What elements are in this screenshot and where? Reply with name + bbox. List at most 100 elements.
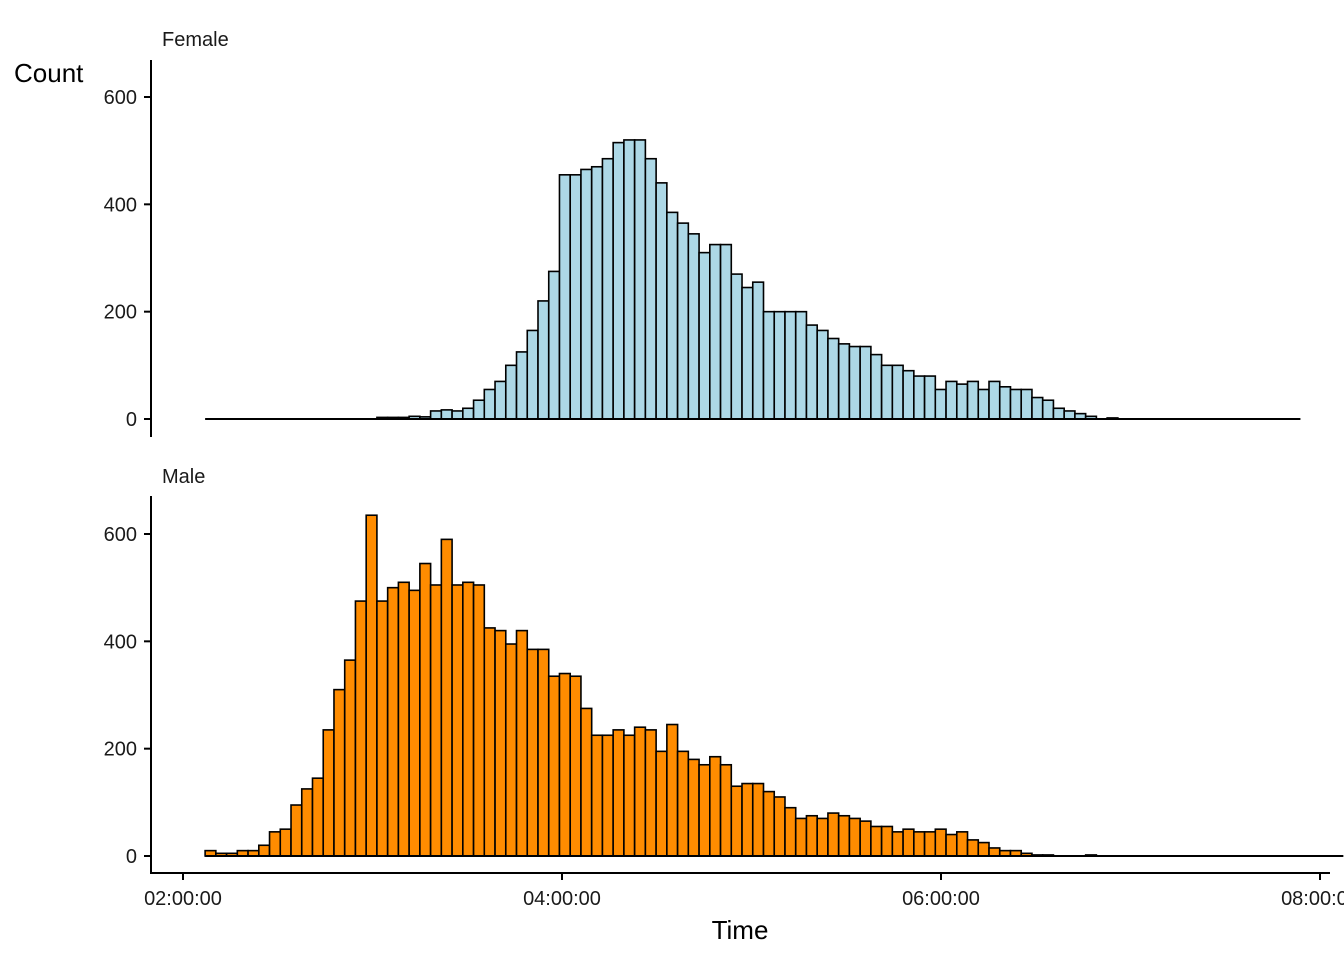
female-y-ticks: 0 200 400 600 (104, 87, 151, 431)
female-bar-70 (955, 383, 969, 420)
female-bar-77 (1031, 396, 1044, 420)
male-bar-65 (902, 828, 915, 857)
x-ticks: 02:00:00 04:00:00 06:00:00 08:00:00 (144, 873, 1344, 910)
male-bar-15 (365, 514, 378, 857)
female-bar-75 (1009, 388, 1023, 420)
female-y-tick-label-400: 400 (104, 194, 137, 216)
x-tick-label-2: 06:00:00 (902, 888, 980, 910)
female-bar-73 (988, 380, 1001, 420)
male-bar-27 (494, 629, 507, 857)
female-y-tick-label-0: 0 (126, 409, 137, 431)
male-bar-46 (698, 763, 711, 857)
male-bar-7 (279, 828, 292, 857)
female-bars (376, 139, 1119, 420)
male-bar-70 (955, 831, 969, 857)
male-bar-68 (934, 828, 947, 857)
male-bar-16 (376, 600, 389, 857)
male-bar-38 (612, 729, 625, 857)
male-bar-47 (709, 755, 722, 857)
female-y-tick-label-200: 200 (104, 302, 137, 324)
female-bar-51 (751, 281, 765, 420)
male-bar-66 (913, 831, 926, 857)
female-bar-33 (558, 174, 572, 420)
panel-female: Female 0 200 400 600 (104, 29, 1301, 437)
male-bar-30 (526, 648, 539, 857)
x-tick-label-3: 08:00:00 (1281, 888, 1344, 910)
male-bar-57 (816, 817, 829, 857)
female-bar-49 (730, 273, 743, 420)
male-bar-26 (483, 627, 496, 857)
female-y-tick-label-600: 600 (104, 87, 137, 109)
female-bar-54 (784, 310, 797, 420)
male-bar-64 (891, 831, 904, 857)
male-bar-10 (311, 777, 325, 857)
female-bar-48 (719, 243, 733, 420)
female-bar-44 (676, 222, 690, 420)
female-bar-39 (623, 139, 636, 420)
male-bar-51 (751, 782, 765, 857)
male-bar-56 (805, 814, 818, 857)
male-y-tick-label-400: 400 (104, 631, 137, 653)
female-bar-71 (966, 380, 980, 420)
female-bar-31 (537, 300, 550, 420)
male-bar-72 (977, 841, 990, 857)
male-bar-21 (429, 584, 443, 857)
male-bar-18 (397, 581, 410, 857)
male-bar-33 (558, 672, 572, 857)
male-bar-41 (644, 729, 657, 857)
male-bar-39 (623, 734, 636, 857)
female-bar-61 (859, 345, 872, 420)
female-bar-52 (762, 310, 776, 420)
panel-strip-label-male: Male (162, 466, 205, 488)
male-bar-31 (537, 648, 550, 857)
female-bar-72 (977, 388, 990, 420)
y-axis-title: Count (14, 58, 84, 88)
female-bar-24 (462, 407, 475, 420)
female-bar-66 (913, 375, 926, 420)
female-bar-40 (633, 139, 647, 420)
female-bar-56 (805, 324, 818, 420)
male-bar-58 (827, 812, 840, 857)
male-bar-45 (687, 758, 700, 857)
female-bar-43 (666, 211, 679, 420)
male-y-tick-label-200: 200 (104, 739, 137, 761)
male-bar-43 (666, 723, 679, 857)
male-bar-73 (988, 847, 1001, 857)
female-bar-25 (472, 399, 486, 420)
female-bar-69 (945, 380, 958, 420)
male-bar-63 (880, 825, 894, 857)
female-bar-34 (569, 174, 582, 420)
male-bar-6 (268, 831, 282, 857)
female-bar-67 (923, 375, 937, 420)
female-bar-63 (880, 364, 894, 420)
female-bar-79 (1052, 407, 1065, 420)
female-bar-46 (698, 251, 711, 420)
female-bar-37 (601, 157, 614, 420)
female-bar-26 (483, 388, 496, 420)
female-bar-74 (998, 385, 1012, 420)
male-bar-14 (354, 600, 367, 857)
male-bar-35 (580, 707, 593, 857)
female-bar-62 (870, 353, 883, 420)
female-bar-76 (1020, 388, 1033, 420)
male-bar-71 (966, 839, 980, 857)
female-bar-45 (687, 233, 700, 420)
female-bar-32 (547, 270, 561, 420)
male-bar-12 (333, 688, 346, 857)
female-bar-38 (612, 141, 625, 420)
female-bar-41 (644, 157, 657, 420)
male-bar-8 (290, 804, 303, 857)
female-bar-53 (773, 310, 786, 420)
male-bar-17 (386, 586, 400, 857)
male-bar-9 (300, 788, 314, 857)
male-bar-59 (837, 814, 851, 857)
female-bar-27 (494, 380, 507, 420)
female-bar-47 (709, 243, 722, 420)
male-bar-23 (451, 584, 464, 857)
male-bar-42 (655, 750, 668, 857)
male-bar-62 (870, 825, 883, 857)
x-tick-label-0: 02:00:00 (144, 888, 222, 910)
female-bar-30 (526, 329, 539, 420)
female-bar-68 (934, 388, 947, 420)
